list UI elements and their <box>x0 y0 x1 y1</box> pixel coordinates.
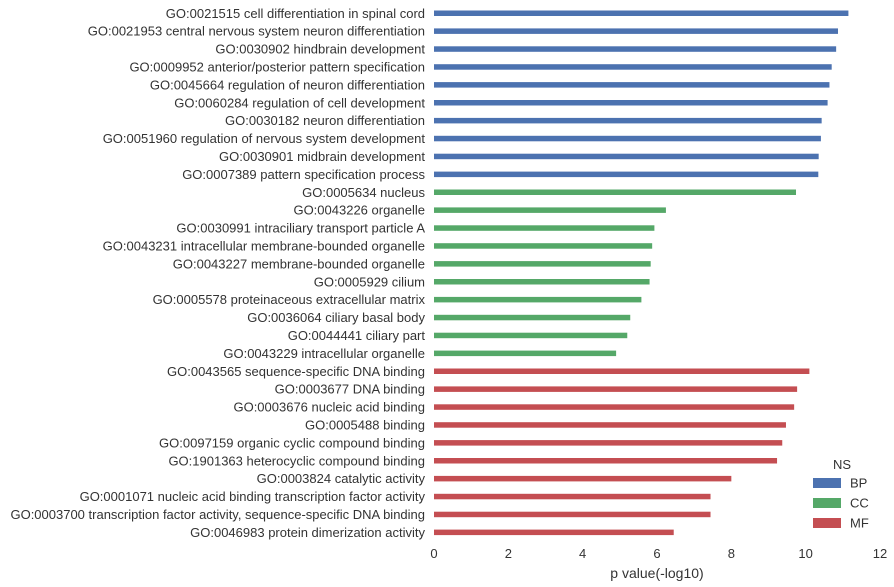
x-tick-label: 2 <box>505 546 512 561</box>
bar-21 <box>434 368 810 374</box>
bar-10 <box>434 171 819 178</box>
category-label: GO:1901363 heterocyclic compound binding <box>168 453 425 468</box>
legend-label-cc: CC <box>850 496 869 511</box>
bar-18 <box>434 314 631 321</box>
legend-label-bp: BP <box>850 476 867 491</box>
category-label: GO:0046983 protein dimerization activity <box>190 525 425 540</box>
category-label: GO:0097159 organic cyclic compound bindi… <box>159 435 425 450</box>
category-label: GO:0043227 membrane-bounded organelle <box>173 256 425 271</box>
category-label: GO:0003824 catalytic activity <box>257 471 426 486</box>
category-label: GO:0043231 intracellular membrane-bounde… <box>103 238 425 253</box>
category-label: GO:0005578 proteinaceous extracellular m… <box>153 292 426 307</box>
x-tick-label: 10 <box>798 546 812 561</box>
bar-19 <box>434 332 628 339</box>
bars <box>434 10 849 536</box>
bar-4 <box>434 64 832 70</box>
x-tick-label: 4 <box>579 546 586 561</box>
category-label: GO:0003700 transcription factor activity… <box>10 507 425 522</box>
category-labels: GO:0021515 cell differentiation in spina… <box>10 6 425 540</box>
bar-2 <box>434 28 839 34</box>
bar-16 <box>434 279 650 285</box>
category-label: GO:0005488 binding <box>305 417 425 432</box>
bar-22 <box>434 386 798 392</box>
bar-15 <box>434 261 651 267</box>
x-axis-ticks: 0 2 4 6 8 10 12 <box>430 546 887 561</box>
bar-8 <box>434 135 821 142</box>
legend-items: BP CC MF <box>813 476 869 531</box>
category-label: GO:0060284 regulation of cell developmen… <box>174 95 425 110</box>
bar-7 <box>434 117 822 124</box>
bar-11 <box>434 189 797 195</box>
category-label: GO:0007389 pattern specification process <box>182 167 425 182</box>
bar-1 <box>434 10 849 16</box>
bar-27 <box>434 475 732 482</box>
bar-26 <box>434 458 778 464</box>
legend-label-mf: MF <box>850 516 869 531</box>
legend-title: NS <box>833 457 851 472</box>
bar-9 <box>434 153 819 160</box>
bar-23 <box>434 404 795 410</box>
bar-24 <box>434 422 786 428</box>
x-axis-label: p value(-log10) <box>610 565 703 581</box>
category-label: GO:0030902 hindbrain development <box>215 42 425 57</box>
bar-12 <box>434 207 666 213</box>
category-label: GO:0003677 DNA binding <box>275 382 425 397</box>
category-label: GO:0009952 anterior/posterior pattern sp… <box>129 59 425 74</box>
bar-3 <box>434 46 837 52</box>
category-label: GO:0005929 cilium <box>314 274 425 289</box>
bar-29 <box>434 511 711 518</box>
category-label: GO:0036064 ciliary basal body <box>247 310 425 325</box>
bar-28 <box>434 493 711 500</box>
category-label: GO:0021953 central nervous system neuron… <box>88 24 425 39</box>
category-label: GO:0003676 nucleic acid binding <box>233 400 425 415</box>
category-label: GO:0021515 cell differentiation in spina… <box>166 6 425 21</box>
bar-30 <box>434 529 674 536</box>
bar-5 <box>434 82 830 88</box>
bar-14 <box>434 243 653 249</box>
legend-swatch-cc <box>813 498 841 508</box>
x-tick-label: 12 <box>873 546 887 561</box>
category-label: GO:0044441 ciliary part <box>288 328 426 343</box>
category-label: GO:0045664 regulation of neuron differen… <box>150 77 425 92</box>
x-tick-label: 6 <box>653 546 660 561</box>
x-tick-label: 0 <box>430 546 437 561</box>
category-label: GO:0030901 midbrain development <box>219 149 425 164</box>
legend-swatch-mf <box>813 518 841 528</box>
category-label: GO:0051960 regulation of nervous system … <box>103 131 426 146</box>
category-label: GO:0030182 neuron differentiation <box>225 113 425 128</box>
bar-13 <box>434 225 655 231</box>
category-label: GO:0043229 intracellular organelle <box>223 346 425 361</box>
category-label: GO:0005634 nucleus <box>302 185 425 200</box>
bar-6 <box>434 100 828 106</box>
legend-swatch-bp <box>813 478 841 488</box>
category-label: GO:0001071 nucleic acid binding transcri… <box>80 489 426 504</box>
bar-20 <box>434 350 617 357</box>
category-label: GO:0043565 sequence-specific DNA binding <box>167 364 425 379</box>
bar-17 <box>434 296 642 303</box>
bar-25 <box>434 440 783 446</box>
x-tick-label: 8 <box>728 546 735 561</box>
category-label: GO:0030991 intraciliary transport partic… <box>176 221 425 236</box>
legend: NS BP CC MF <box>813 457 869 531</box>
category-label: GO:0043226 organelle <box>293 203 425 218</box>
